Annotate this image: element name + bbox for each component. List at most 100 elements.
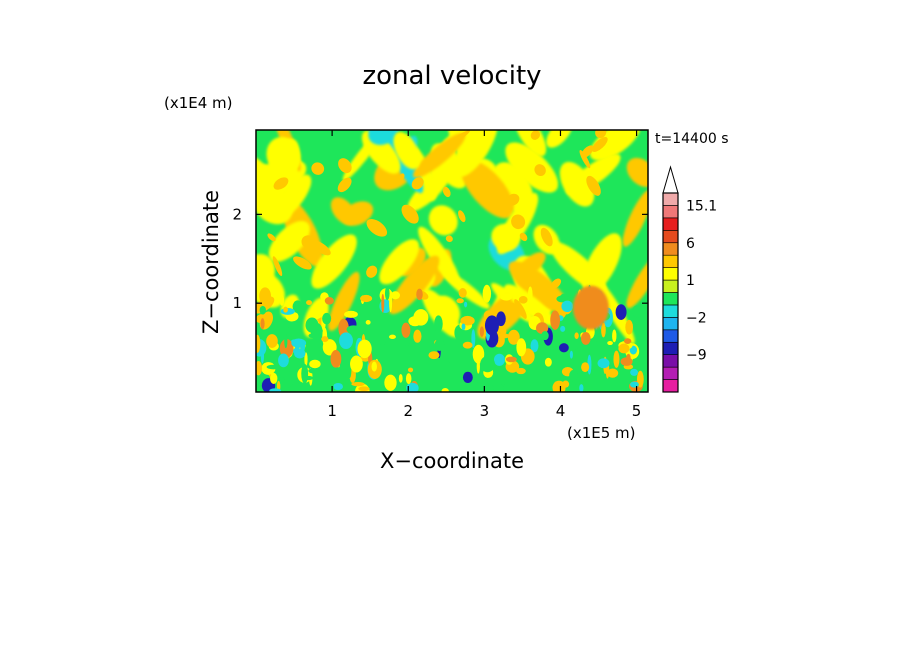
field-blob (462, 341, 473, 349)
field-blob (479, 326, 485, 337)
field-blob (418, 226, 460, 286)
field-blob (389, 334, 396, 340)
field-blob (544, 357, 552, 367)
field-blob (569, 369, 578, 382)
field-blob (519, 232, 528, 242)
colorbar-extension-arrow (662, 165, 679, 194)
field-blob (268, 220, 310, 262)
field-blob (527, 286, 533, 302)
field-blob (476, 359, 480, 374)
field-blob (301, 235, 315, 249)
field-blob (630, 368, 639, 376)
field-blob (472, 344, 485, 364)
colorbar-label: 15.1 (686, 198, 717, 214)
field-blob (632, 305, 643, 318)
field-blob (304, 352, 308, 367)
colorbar-segment (662, 379, 679, 393)
field-blob (405, 373, 412, 385)
field-blob (351, 381, 365, 387)
field-blob (301, 363, 309, 384)
field-blob (464, 301, 468, 308)
field-blob (279, 339, 294, 358)
field-blob (401, 322, 411, 338)
field-blob (393, 131, 421, 170)
field-blob (266, 364, 281, 370)
field-blob (406, 382, 419, 392)
field-blob (389, 293, 393, 313)
field-blob (504, 284, 555, 326)
field-blob (625, 319, 634, 335)
field-blob (618, 343, 630, 354)
field-blob (407, 367, 414, 373)
field-blob (514, 130, 547, 157)
field-blob (612, 329, 617, 343)
field-blob (305, 317, 319, 333)
field-blob (607, 368, 619, 378)
x-tick-label: 3 (480, 402, 490, 420)
field-blob (630, 381, 639, 388)
colorbar-segment (662, 230, 679, 244)
field-blob (623, 338, 632, 345)
field-blob (556, 295, 568, 303)
field-blob (302, 375, 314, 381)
field-blob (267, 233, 276, 242)
field-blob (398, 173, 405, 181)
field-blob (278, 376, 286, 392)
field-blob (266, 334, 278, 348)
field-blob (350, 355, 363, 373)
field-blob (505, 142, 559, 193)
field-blob (428, 351, 440, 360)
field-blob (561, 300, 574, 313)
field-blob (546, 130, 573, 148)
field-blob (309, 359, 321, 369)
field-blob (342, 201, 374, 226)
field-blob (589, 130, 641, 161)
field-blob (366, 265, 378, 278)
field-blob (339, 332, 353, 350)
field-blob (493, 353, 505, 366)
field-blob (389, 255, 440, 315)
field-blob (569, 350, 573, 359)
field-blob (346, 325, 361, 334)
field-blob (270, 372, 278, 384)
colorbar-segment (662, 242, 679, 256)
x-tick-label: 5 (632, 402, 642, 420)
field-blob (384, 286, 390, 301)
field-blob (284, 334, 288, 349)
colorbar-segment (662, 267, 679, 281)
field-blob (581, 362, 590, 373)
field-blob (286, 327, 292, 339)
field-blob (328, 271, 360, 331)
field-blob (321, 336, 329, 343)
field-blob (416, 288, 423, 301)
field-blob (580, 332, 591, 345)
field-blob (428, 205, 458, 236)
colorbar-label: 6 (686, 236, 695, 252)
field-blob (260, 318, 265, 330)
plot-frame (255, 129, 649, 393)
field-blob (552, 380, 566, 392)
field-blob (530, 130, 541, 140)
field-blob (434, 338, 445, 351)
field-blob (573, 348, 586, 360)
field-blob (507, 329, 520, 345)
y-axis: 12 (232, 205, 648, 312)
colorbar-segment (662, 254, 679, 268)
y-tick-label: 1 (232, 294, 242, 312)
x-unit-label: (x1E5 m) (567, 424, 636, 442)
field-blob (482, 383, 494, 392)
field-blob (460, 315, 475, 326)
x-axis-title: X−coordinate (380, 449, 524, 473)
field-blob (500, 293, 513, 301)
field-blob (294, 348, 306, 359)
field-blob (445, 235, 453, 243)
field-blob (597, 358, 610, 369)
field-blob (550, 310, 560, 330)
x-tick-label: 4 (556, 402, 566, 420)
field-blob (311, 240, 331, 256)
colorbar-label: −2 (686, 310, 707, 326)
field-blob (306, 300, 313, 306)
colorbar-segment (662, 341, 679, 355)
field-blob (272, 256, 283, 276)
field-blob (365, 320, 371, 325)
